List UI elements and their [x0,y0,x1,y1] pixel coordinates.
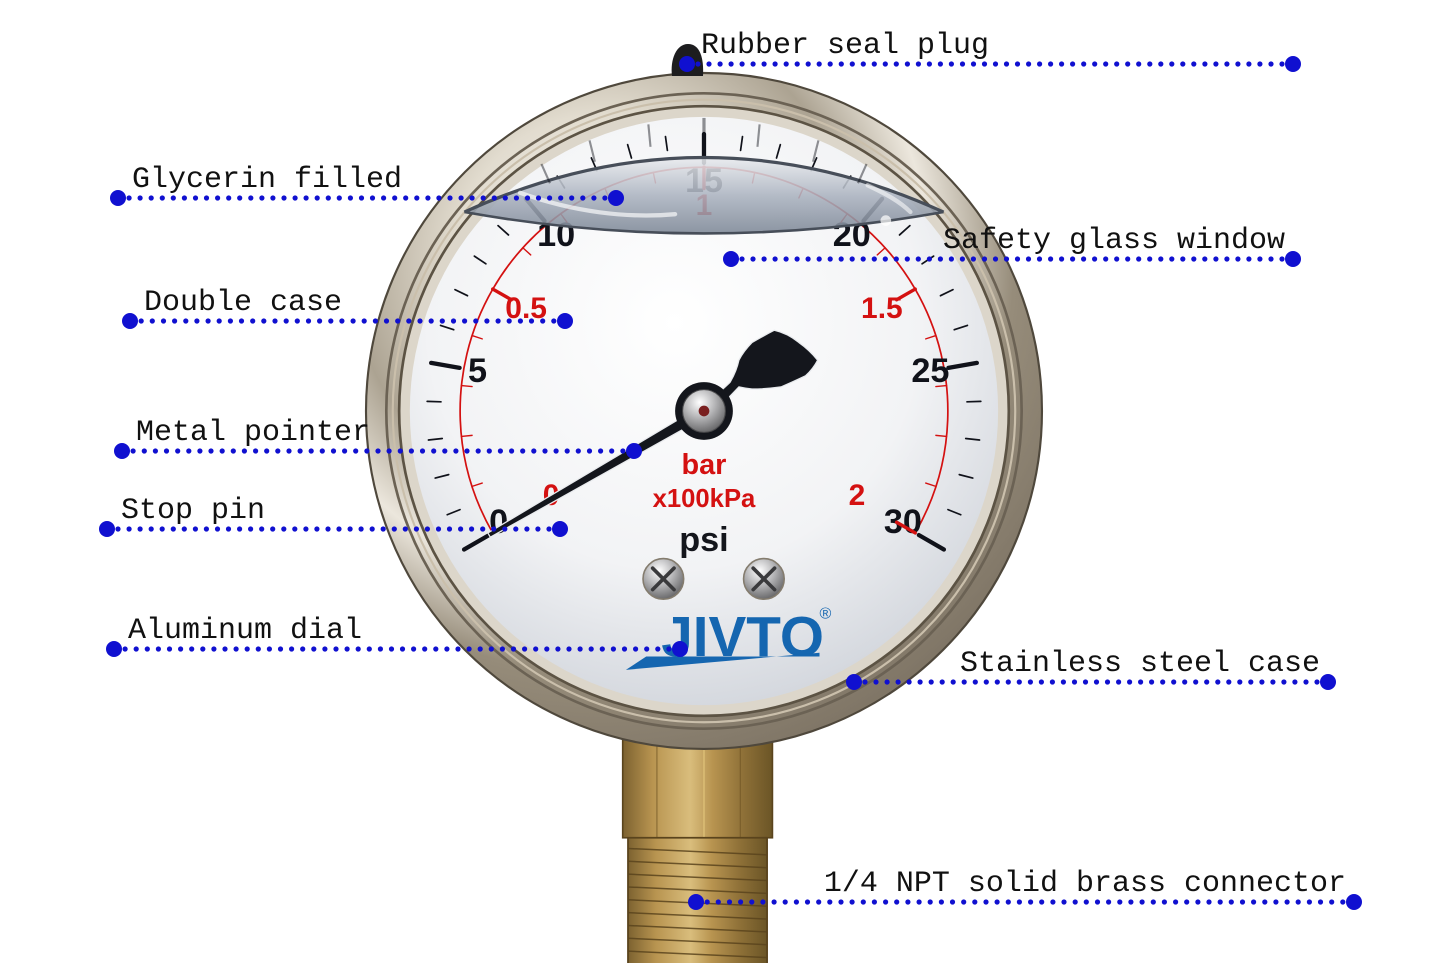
svg-text:2: 2 [849,479,866,512]
svg-text:30: 30 [884,503,922,541]
svg-text:®: ® [820,604,832,622]
svg-text:1/4 NPT solid brass connector: 1/4 NPT solid brass connector [824,867,1346,901]
svg-text:x100kPa: x100kPa [653,485,756,513]
svg-text:Double case: Double case [144,286,342,320]
svg-text:Metal pointer: Metal pointer [136,416,370,450]
svg-text:Stop pin: Stop pin [121,494,265,528]
svg-text:5: 5 [468,352,487,390]
svg-text:Safety glass window: Safety glass window [943,224,1285,258]
svg-text:psi: psi [679,521,728,559]
svg-text:bar: bar [682,449,727,481]
svg-text:Glycerin filled: Glycerin filled [132,163,402,197]
svg-text:Stainless steel case: Stainless steel case [960,647,1320,681]
svg-text:25: 25 [911,352,949,390]
svg-text:1.5: 1.5 [861,292,903,325]
svg-text:Aluminum dial: Aluminum dial [128,614,362,648]
svg-text:Rubber seal plug: Rubber seal plug [701,29,989,63]
